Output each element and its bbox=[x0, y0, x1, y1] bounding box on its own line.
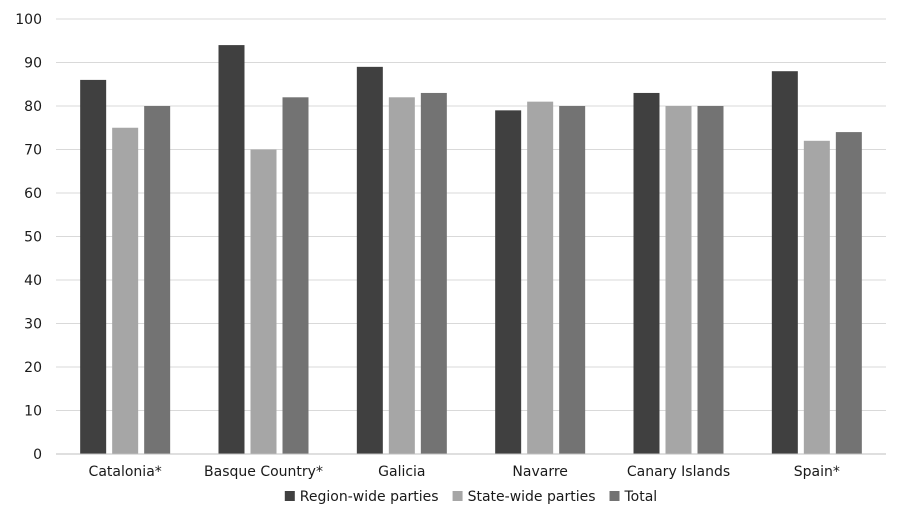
y-tick-label: 50 bbox=[24, 230, 42, 246]
legend-swatch bbox=[284, 491, 295, 501]
y-tick-label: 90 bbox=[24, 56, 42, 72]
bar-spain-series-1 bbox=[803, 140, 830, 455]
bar-navarre-series-1 bbox=[527, 101, 554, 455]
bar-spain-series-2 bbox=[835, 132, 862, 454]
bar-catalonia-series-2 bbox=[144, 106, 171, 454]
y-axis-tick-labels: 0 10 20 30 40 50 60 70 80 90 100 bbox=[15, 12, 42, 463]
y-tick-label: 80 bbox=[24, 99, 42, 115]
bar-canary-islands-series-1 bbox=[665, 106, 692, 454]
y-tick-label: 40 bbox=[24, 273, 42, 289]
x-category-label: Galicia bbox=[378, 464, 425, 480]
bar-galicia-series-0 bbox=[356, 66, 383, 454]
bar-catalonia-series-0 bbox=[80, 79, 107, 455]
legend: Region-wide parties State-wide parties Tot… bbox=[284, 489, 658, 505]
legend-item: State-wide parties bbox=[452, 489, 596, 505]
x-category-label: Basque Country* bbox=[204, 464, 323, 480]
x-category-label: Catalonia* bbox=[89, 464, 162, 480]
bar-canary-islands-series-2 bbox=[697, 106, 724, 454]
legend-swatch bbox=[452, 491, 463, 501]
y-tick-label: 60 bbox=[24, 186, 42, 202]
y-tick-label: 20 bbox=[24, 360, 42, 376]
gridlines bbox=[56, 18, 886, 411]
x-category-label: Navarre bbox=[512, 464, 568, 480]
legend-label: State-wide parties bbox=[468, 489, 596, 505]
y-tick-label: 10 bbox=[24, 404, 42, 420]
bar-catalonia-series-1 bbox=[112, 127, 139, 454]
bar-navarre-series-2 bbox=[559, 106, 586, 454]
y-tick-label: 30 bbox=[24, 317, 42, 333]
bar-spain-series-0 bbox=[771, 71, 798, 454]
x-category-label: Spain* bbox=[794, 464, 840, 480]
bar-galicia-series-2 bbox=[420, 92, 447, 454]
bar-basque-country-series-0 bbox=[218, 45, 245, 454]
legend-label: Total bbox=[624, 489, 658, 505]
x-category-label: Canary Islands bbox=[627, 464, 730, 480]
x-axis-category-labels: Catalonia* Basque Country* Galicia Navarre C… bbox=[89, 464, 840, 480]
bar-basque-country-series-1 bbox=[250, 149, 277, 454]
legend-label: Region-wide parties bbox=[300, 489, 439, 505]
bar-basque-country-series-2 bbox=[282, 97, 309, 455]
y-tick-label: 70 bbox=[24, 143, 42, 159]
legend-item: Total bbox=[609, 489, 658, 505]
bar-navarre-series-0 bbox=[495, 110, 522, 454]
legend-item: Region-wide parties bbox=[284, 489, 439, 505]
legend-swatch bbox=[609, 491, 620, 501]
y-tick-label: 0 bbox=[33, 447, 42, 463]
bar-canary-islands-series-0 bbox=[633, 92, 660, 454]
bars bbox=[80, 45, 862, 455]
bar-galicia-series-1 bbox=[388, 97, 415, 455]
y-tick-label: 100 bbox=[15, 12, 42, 28]
